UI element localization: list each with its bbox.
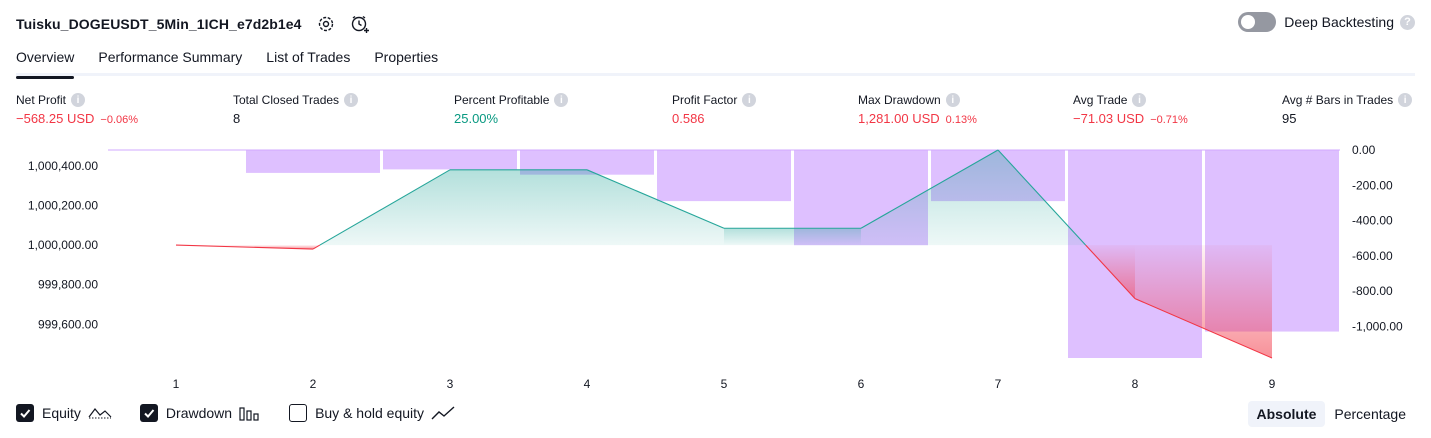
x-tick-label: 6: [858, 377, 865, 391]
y-left-tick-label: 1,000,200.00: [28, 198, 98, 212]
legend-buy-hold[interactable]: Buy & hold equity: [289, 404, 455, 422]
tab-performance-summary[interactable]: Performance Summary: [98, 49, 243, 65]
tab-properties[interactable]: Properties: [374, 49, 439, 65]
info-icon[interactable]: i: [71, 93, 86, 107]
metric-avg-trade: Avg Trade i −71.03 USD −0.71%: [1073, 93, 1188, 126]
equity-gain-area: [724, 228, 861, 246]
y-right-tick-label: -800.00: [1352, 284, 1393, 298]
y-right-tick-label: -600.00: [1352, 249, 1393, 263]
equity-line-segment: [175, 244, 314, 250]
metric-avg-bars-in-trades: Avg # Bars in Trades i 95: [1282, 93, 1413, 126]
drawdown-bar: [383, 150, 517, 170]
metric-label: Profit Factor: [672, 93, 738, 107]
buy-hold-checkbox[interactable]: [289, 404, 308, 422]
info-icon[interactable]: i: [344, 93, 359, 107]
metric-max-drawdown: Max Drawdown i 1,281.00 USD 0.13%: [858, 93, 977, 126]
metric-value: −71.03 USD: [1073, 111, 1145, 126]
equity-gain-area: [861, 150, 998, 246]
metric-percent: −0.06%: [100, 114, 139, 126]
deep-backtesting: Deep Backtesting ?: [1238, 12, 1415, 32]
metrics-row: Net Profit i −568.25 USD −0.06% Total Clos…: [16, 93, 1415, 133]
metric-label: Percent Profitable: [454, 93, 550, 107]
mode-absolute[interactable]: Absolute: [1247, 401, 1326, 427]
y-right-tick-label: -400.00: [1352, 214, 1393, 228]
alarm-plus-icon[interactable]: [350, 14, 370, 34]
equity-checkbox[interactable]: [16, 404, 34, 422]
equity-line-segment: [319, 169, 451, 246]
metric-net-profit: Net Profit i −568.25 USD −0.06%: [16, 93, 138, 126]
x-tick-label: 7: [995, 377, 1002, 391]
metric-value: 0.586: [672, 111, 705, 126]
equity-line-segment: [1085, 244, 1136, 299]
strategy-title: Tuisku_DOGEUSDT_5Min_1ICH_e7d2b1e4: [16, 16, 302, 32]
tab-bar: Overview Performance Summary List of Tra…: [16, 46, 1415, 79]
scale-mode-switch: Absolute Percentage: [1247, 401, 1416, 427]
metric-value: 1,281.00 USD: [858, 111, 940, 126]
equity-gain-area: [450, 169, 587, 246]
drawdown-bars-icon: [239, 405, 261, 421]
drawdown-bar: [246, 150, 380, 173]
metric-percent: 0.13%: [945, 114, 977, 126]
y-left-tick-label: 1,000,000.00: [28, 238, 98, 252]
metric-value: −568.25 USD: [16, 111, 95, 126]
x-tick-label: 5: [721, 377, 728, 391]
drawdown-bar: [657, 150, 791, 202]
help-icon[interactable]: ?: [1400, 14, 1415, 30]
metric-percent-profitable: Percent Profitable i 25.00%: [454, 93, 569, 126]
buy-hold-line-icon: [431, 405, 455, 421]
x-tick-label: 8: [1132, 377, 1139, 391]
equity-drawdown-chart[interactable]: 1,000,400.00 1,000,200.00 1,000,000.00 999,…: [0, 140, 1431, 398]
drawdown-checkbox[interactable]: [139, 404, 158, 422]
metric-profit-factor: Profit Factor i 0.586: [672, 93, 757, 126]
x-tick-label: 1: [173, 377, 180, 391]
legend-drawdown[interactable]: Drawdown: [139, 404, 261, 422]
equity-line-icon: [88, 405, 112, 421]
x-tick-label: 2: [310, 377, 317, 391]
x-tick-label: 9: [1269, 377, 1276, 391]
y-left-tick-label: 1,000,400.00: [28, 159, 98, 173]
info-icon[interactable]: i: [945, 93, 960, 107]
metric-label: Avg # Bars in Trades: [1282, 93, 1394, 107]
legend-equity[interactable]: Equity: [16, 404, 112, 422]
x-tick-label: 4: [584, 377, 591, 391]
equity-loss-area: [1135, 245, 1272, 358]
legend-label: Equity: [42, 405, 81, 421]
info-icon[interactable]: i: [1398, 93, 1413, 107]
equity-line-segment: [586, 169, 725, 229]
y-right-tick-label: -1,000.00: [1352, 319, 1403, 333]
equity-line-segment: [997, 149, 1087, 246]
equity-line-segment: [860, 149, 999, 229]
info-icon[interactable]: i: [554, 93, 569, 107]
equity-line-segment: [1134, 298, 1273, 359]
x-tick-label: 3: [447, 377, 454, 391]
tab-list-of-trades[interactable]: List of Trades: [266, 49, 351, 65]
y-left-tick-label: 999,600.00: [38, 317, 98, 331]
equity-line-segment: [312, 244, 321, 250]
legend-label: Drawdown: [165, 405, 233, 421]
metric-value: 95: [1282, 111, 1297, 126]
metric-total-closed-trades: Total Closed Trades i 8: [233, 93, 359, 126]
deep-backtesting-label: Deep Backtesting: [1284, 14, 1394, 30]
metric-percent: −0.71%: [1150, 114, 1188, 126]
y-right-tick-label: 0.00: [1352, 143, 1376, 157]
legend-label: Buy & hold equity: [315, 405, 425, 421]
metric-value: 25.00%: [454, 111, 499, 126]
tab-overview[interactable]: Overview: [16, 46, 75, 79]
equity-gain-area: [587, 169, 724, 246]
info-icon[interactable]: i: [742, 93, 757, 107]
gear-icon[interactable]: [316, 14, 336, 34]
chart-legend: Equity Drawdown Buy & hold equity: [16, 404, 483, 422]
mode-percentage[interactable]: Percentage: [1334, 406, 1406, 422]
y-left-tick-label: 999,800.00: [38, 278, 98, 292]
metric-label: Max Drawdown: [858, 93, 941, 107]
strategy-header: Tuisku_DOGEUSDT_5Min_1ICH_e7d2b1e4: [16, 10, 370, 38]
y-right-tick-label: -200.00: [1352, 178, 1393, 192]
metric-value: 8: [233, 111, 241, 126]
metric-label: Net Profit: [16, 93, 67, 107]
metric-label: Avg Trade: [1073, 93, 1128, 107]
deep-backtesting-toggle[interactable]: [1238, 12, 1277, 32]
metric-label: Total Closed Trades: [233, 93, 340, 107]
info-icon[interactable]: i: [1132, 93, 1147, 107]
